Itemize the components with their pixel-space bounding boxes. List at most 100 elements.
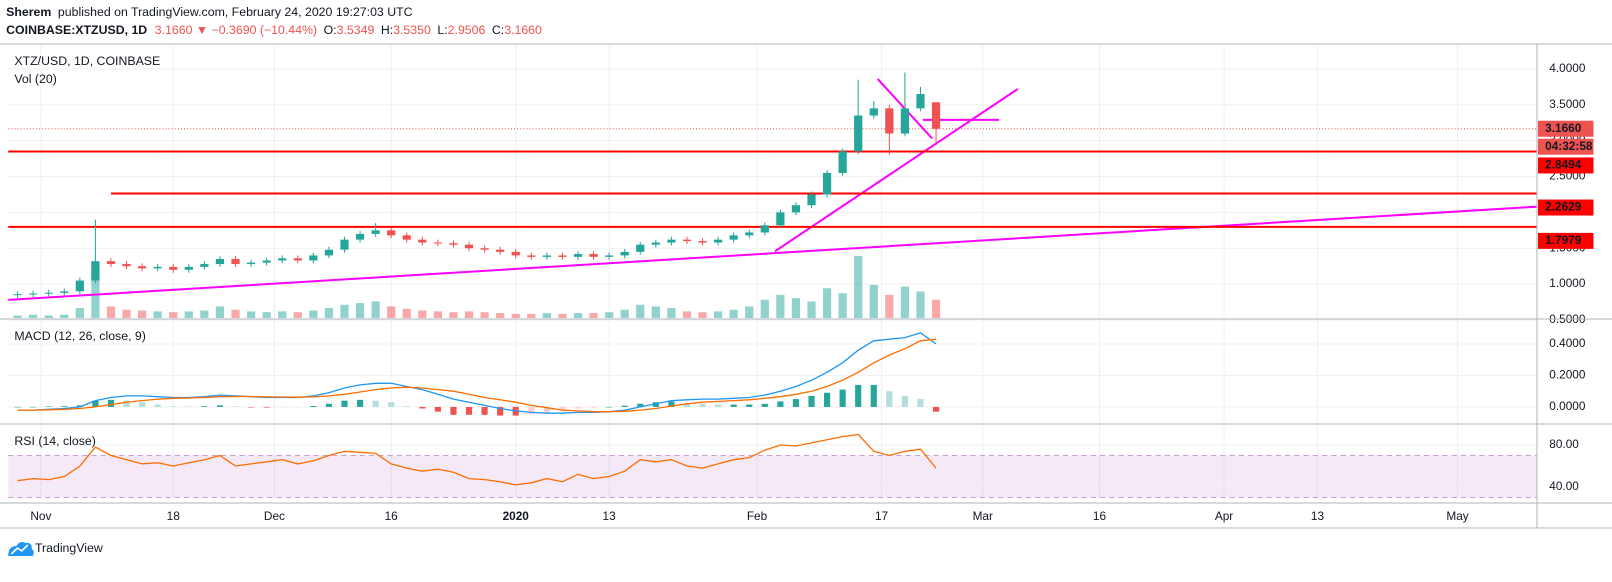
x-tick-label: 18 [167,510,180,523]
published-line: Sherem published on TradingView.com, Feb… [6,5,413,19]
volume-bar [916,291,925,318]
volume-bar [636,304,645,318]
histogram-bar [465,406,473,415]
candle-body [667,239,676,243]
candle-body [122,264,131,267]
histogram-bar [310,405,317,407]
volume-bar [106,306,116,318]
candle-body [418,239,427,243]
volume-bar [75,308,84,318]
volume-bar [464,311,474,318]
price-tag [1537,120,1594,137]
volume-bar [433,311,442,318]
y-tick-label: 4.0000 [1549,62,1586,75]
volume-bar [262,312,271,318]
price-tag-label: 3.1660 [1545,122,1581,135]
y-tick-label: 40.00 [1549,480,1579,493]
candle-body [278,258,287,261]
histogram-bar [621,405,628,407]
histogram-bar [14,406,21,408]
logo-line [10,544,29,555]
candle-body [309,255,318,261]
candle-body [620,251,629,256]
volume-bar [137,310,147,318]
x-tick-label: 16 [385,510,398,523]
volume-bar [231,309,240,318]
histogram-bar [263,406,270,408]
series-line [17,332,937,414]
candle-body [931,102,941,129]
volume-bar [29,314,38,318]
symbol-line: COINBASE:XTZUSD, 1D 3.1660 ▼ −0.3690 (−1… [6,23,542,37]
x-tick-label: 17 [875,510,888,523]
histogram-bar [434,406,441,412]
price-tag-label: 04:32:58 [1545,140,1593,153]
histogram-bar [855,384,862,407]
histogram-bar [699,403,706,407]
candle-body [713,239,723,243]
x-tick-label: Nov [30,510,51,523]
candle-body [589,254,598,257]
candle-body [215,259,225,265]
candle-body [75,280,84,292]
pane-title: MACD (12, 26, close, 9) [14,329,146,343]
candle-body [340,239,349,250]
histogram-bar [590,406,597,408]
volume-bar [527,313,536,318]
volume-bar [402,308,411,318]
candle-body [231,259,240,265]
trend-line [8,205,1538,301]
candle-body [698,241,707,243]
candle-body [387,230,396,236]
histogram-bar [61,406,68,407]
volume-bar [667,308,676,318]
volume-bar [480,312,489,318]
histogram-bar [216,405,224,407]
volume-bar [215,306,225,318]
volume-bar [745,306,754,318]
ohlc-value: 3.1660 [504,23,542,37]
candle-body [916,94,925,109]
histogram-bar [683,402,691,407]
x-tick-label: Mar [973,510,993,523]
volume-bar [340,304,349,318]
volume-bar [854,256,863,318]
candle-body [729,235,738,240]
candle-body [854,115,863,152]
histogram-bar [823,392,831,407]
candle-body [542,255,551,257]
volume-bar [620,309,629,318]
volume-bar [682,311,692,318]
histogram-bar [917,399,924,407]
candle-body [605,255,614,257]
volume-bar [153,311,162,318]
histogram-bar [777,401,784,407]
volume-bar [278,311,287,318]
y-tick-label: 1.0000 [1549,277,1586,290]
x-tick-label: 16 [1093,510,1106,523]
volume-bar [822,288,832,318]
x-tick-label: May [1446,510,1468,523]
x-tick-label: Dec [264,510,285,523]
ohlc-label: C: [492,23,504,37]
y-tick-label: 80.00 [1549,438,1579,451]
volume-bar [387,306,396,318]
candle-body [246,262,256,265]
histogram-bar [107,399,115,407]
histogram-bar [232,406,239,407]
y-tick-label: 0.4000 [1549,337,1586,350]
trend-line [774,88,1019,253]
ohlc-value: 2.9506 [448,23,486,37]
candle-body [402,235,411,240]
histogram-bar [528,406,535,415]
volume-bar [776,294,785,318]
histogram-bar [668,401,675,407]
volume-bar [885,294,894,318]
price-tag-label: 2.2629 [1545,201,1582,214]
histogram-bar [792,399,800,407]
ohlc-label: H: [381,23,393,37]
candle-body [558,255,567,257]
histogram-bar [730,404,737,407]
candle-body [433,242,442,244]
